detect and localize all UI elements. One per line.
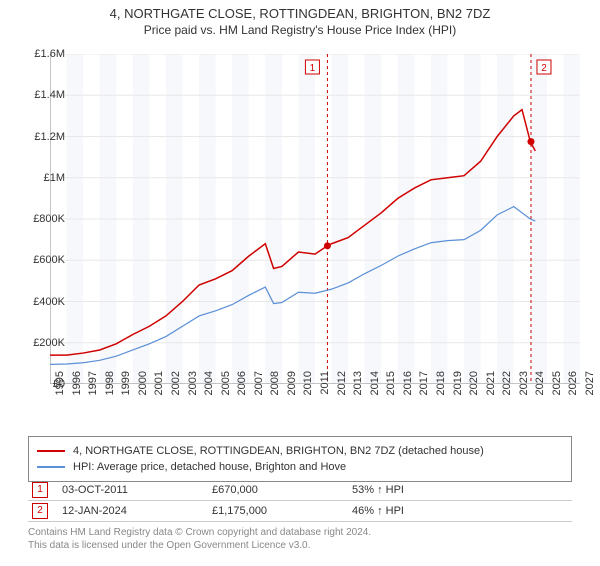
y-axis-label: £800K — [33, 213, 65, 225]
x-axis-label: 2005 — [220, 371, 232, 411]
legend-swatch — [37, 450, 65, 452]
table-row: 1 03-OCT-2011 £670,000 53% ↑ HPI — [28, 480, 572, 501]
footer-attribution: Contains HM Land Registry data © Crown c… — [28, 526, 572, 552]
marker-badge: 2 — [32, 503, 48, 519]
x-axis-label: 2001 — [153, 371, 165, 411]
y-axis-label: £200K — [33, 337, 65, 349]
marker-price: £670,000 — [212, 484, 352, 496]
chart-subtitle: Price paid vs. HM Land Registry's House … — [0, 23, 600, 37]
legend: 4, NORTHGATE CLOSE, ROTTINGDEAN, BRIGHTO… — [28, 436, 572, 482]
legend-label: HPI: Average price, detached house, Brig… — [73, 461, 346, 473]
x-axis-label: 2008 — [269, 371, 281, 411]
y-axis-label: £1.4M — [34, 89, 65, 101]
x-axis-label: 2009 — [286, 371, 298, 411]
chart-title: 4, NORTHGATE CLOSE, ROTTINGDEAN, BRIGHTO… — [0, 6, 600, 21]
price-chart: 12 — [50, 54, 580, 384]
marker-table: 1 03-OCT-2011 £670,000 53% ↑ HPI 2 12-JA… — [28, 480, 572, 522]
footer-line: Contains HM Land Registry data © Crown c… — [28, 526, 572, 539]
x-axis-label: 2023 — [518, 371, 530, 411]
table-row: 2 12-JAN-2024 £1,175,000 46% ↑ HPI — [28, 501, 572, 522]
marker-hpi: 53% ↑ HPI — [352, 484, 492, 496]
x-axis-label: 2025 — [551, 371, 563, 411]
x-axis-label: 2016 — [402, 371, 414, 411]
x-axis-label: 2026 — [567, 371, 579, 411]
svg-text:2: 2 — [541, 63, 547, 74]
x-axis-label: 2006 — [236, 371, 248, 411]
x-axis-label: 1996 — [71, 371, 83, 411]
marker-hpi: 46% ↑ HPI — [352, 505, 492, 517]
x-axis-label: 2003 — [187, 371, 199, 411]
x-axis-label: 1995 — [54, 371, 66, 411]
x-axis-label: 2018 — [435, 371, 447, 411]
x-axis-label: 2015 — [385, 371, 397, 411]
x-axis-label: 1997 — [87, 371, 99, 411]
legend-label: 4, NORTHGATE CLOSE, ROTTINGDEAN, BRIGHTO… — [73, 445, 484, 457]
y-axis-label: £1.6M — [34, 48, 65, 60]
x-axis-label: 2022 — [501, 371, 513, 411]
footer-line: This data is licensed under the Open Gov… — [28, 539, 572, 552]
marker-date: 12-JAN-2024 — [62, 505, 212, 517]
x-axis-label: 2014 — [369, 371, 381, 411]
x-axis-label: 2011 — [319, 371, 331, 411]
y-axis-label: £600K — [33, 254, 65, 266]
x-axis-label: 2021 — [485, 371, 497, 411]
x-axis-label: 2010 — [302, 371, 314, 411]
legend-swatch — [37, 466, 65, 468]
y-axis-label: £1M — [44, 172, 65, 184]
legend-item: 4, NORTHGATE CLOSE, ROTTINGDEAN, BRIGHTO… — [37, 443, 563, 459]
x-axis-label: 2007 — [253, 371, 265, 411]
x-axis-label: 2019 — [452, 371, 464, 411]
legend-item: HPI: Average price, detached house, Brig… — [37, 459, 563, 475]
x-axis-label: 2017 — [418, 371, 430, 411]
svg-text:1: 1 — [310, 63, 316, 74]
x-axis-label: 1998 — [104, 371, 116, 411]
x-axis-label: 2024 — [534, 371, 546, 411]
x-axis-label: 2020 — [468, 371, 480, 411]
marker-date: 03-OCT-2011 — [62, 484, 212, 496]
x-axis-label: 2012 — [336, 371, 348, 411]
x-axis-label: 1999 — [120, 371, 132, 411]
x-axis-label: 2027 — [584, 371, 596, 411]
y-axis-label: £1.2M — [34, 131, 65, 143]
marker-price: £1,175,000 — [212, 505, 352, 517]
marker-badge: 1 — [32, 482, 48, 498]
x-axis-label: 2013 — [352, 371, 364, 411]
x-axis-label: 2004 — [203, 371, 215, 411]
x-axis-label: 2002 — [170, 371, 182, 411]
x-axis-label: 2000 — [137, 371, 149, 411]
y-axis-label: £400K — [33, 296, 65, 308]
